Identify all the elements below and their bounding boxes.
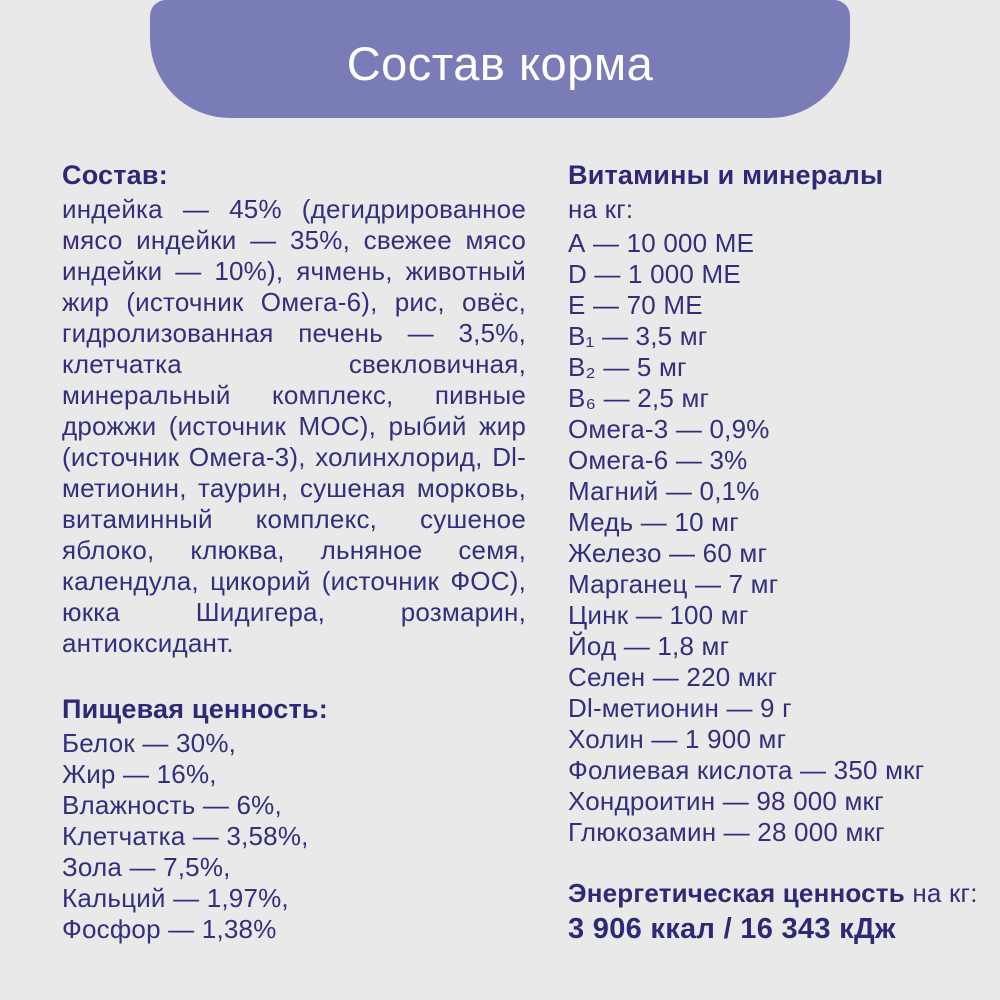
nutrition-item: Жир — 16%, xyxy=(62,759,217,789)
vitamin-item: В₆ — 2,5 мг xyxy=(568,383,710,413)
ingredients-text: индейка — 45% (дегидрированное мясо инде… xyxy=(62,194,526,658)
nutrition-item: Зола — 7,5%, xyxy=(62,852,231,882)
composition-heading: Состав: xyxy=(62,160,168,190)
energy-section: Энергетическая ценность на кг: 3 906 кка… xyxy=(568,878,998,945)
vitamin-item: Марганец — 7 мг xyxy=(568,569,779,599)
composition-section: Состав: индейка — 45% (дегидрированное м… xyxy=(62,160,526,659)
vitamins-heading: Витамины и минералы xyxy=(568,160,884,190)
energy-value: 3 906 ккал / 16 343 кДж xyxy=(568,913,896,945)
vitamins-section: Витамины и минералы на кг: А — 10 000 МЕ… xyxy=(568,160,980,848)
nutrition-item: Клетчатка — 3,58%, xyxy=(62,821,309,851)
vitamin-item: Е — 70 МЕ xyxy=(568,290,703,320)
vitamin-item: Омега-6 — 3% xyxy=(568,445,748,475)
vitamin-item: Йод — 1,8 мг xyxy=(568,631,730,661)
energy-heading-line: Энергетическая ценность на кг: xyxy=(568,878,998,909)
vitamin-item: Фолиевая кислота — 350 мкг xyxy=(568,755,925,785)
energy-heading: Энергетическая ценность xyxy=(568,878,905,908)
nutrition-item: Влажность — 6%, xyxy=(62,790,282,820)
nutrition-section: Пищевая ценность: Белок — 30%, Жир — 16%… xyxy=(62,694,526,945)
nutrition-item: Фосфор — 1,38% xyxy=(62,914,277,944)
energy-per-label: на кг: xyxy=(904,878,978,908)
vitamin-item: Dl-метионин — 9 г xyxy=(568,693,792,723)
vitamin-item: Медь — 10 мг xyxy=(568,507,739,537)
vitamin-item: Цинк — 100 мг xyxy=(568,600,749,630)
vitamin-item: Глюкозамин — 28 000 мкг xyxy=(568,817,885,847)
vitamin-item: В₂ — 5 мг xyxy=(568,352,687,382)
nutrition-heading: Пищевая ценность: xyxy=(62,694,328,724)
vitamins-subheading: на кг: xyxy=(568,194,634,224)
page-title: Состав корма xyxy=(346,36,654,90)
vitamin-item: Магний — 0,1% xyxy=(568,476,760,506)
nutrition-item: Кальций — 1,97%, xyxy=(62,883,289,913)
nutrition-item: Белок — 30%, xyxy=(62,728,237,758)
vitamin-item: В₁ — 3,5 мг xyxy=(568,321,708,351)
vitamin-item: Холин — 1 900 мг xyxy=(568,724,787,754)
vitamin-item: Хондроитин — 98 000 мкг xyxy=(568,786,884,816)
vitamin-item: Селен — 220 мкг xyxy=(568,662,778,692)
header-banner: Состав корма xyxy=(150,0,850,118)
vitamin-item: D — 1 000 МЕ xyxy=(568,259,741,289)
vitamin-item: Омега-3 — 0,9% xyxy=(568,414,770,444)
vitamin-item: А — 10 000 МЕ xyxy=(568,228,755,258)
vitamin-item: Железо — 60 мг xyxy=(568,538,768,568)
